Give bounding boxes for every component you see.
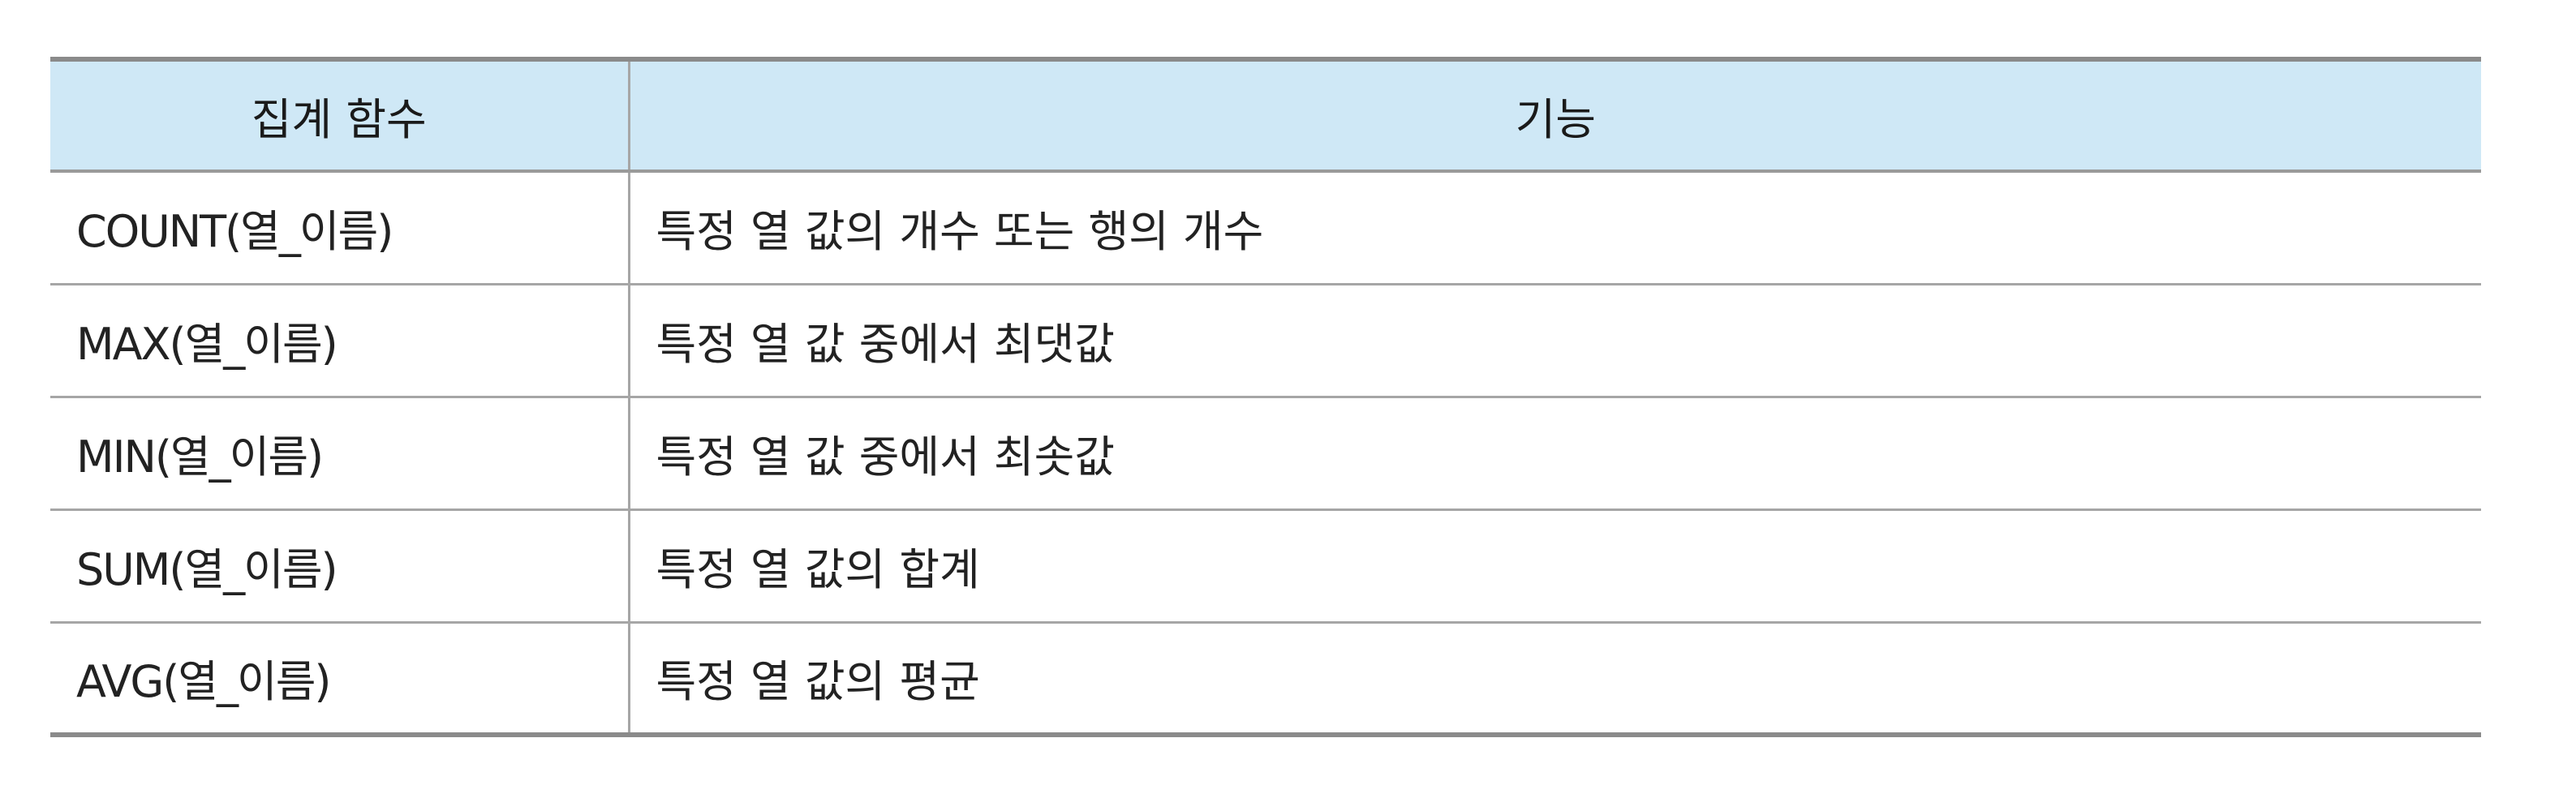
row-description-count: 특정 열 값의 개수 또는 행의 개수 [656,206,1264,258]
row-description-max: 특정 열 값 중에서 최댓값 [656,319,1115,370]
row-function-count: COUNT(열_이름) [50,171,630,284]
header-aggregate-function: 집계 함수 [50,59,630,171]
row-function-min: MIN(열_이름) [50,397,630,509]
table-row: SUM(열_이름) 특정 열 값의 합계 [50,509,2481,622]
aggregate-function-table-container: 집계 함수 기능 COUNT(열_이름) 특정 열 값의 개수 또는 행의 개수… [50,57,2481,737]
table-row: AVG(열_이름) 특정 열 값의 평균 [50,622,2481,735]
row-function-max: MAX(열_이름) [50,284,630,397]
row-description-sum: 특정 열 값의 합계 [656,544,980,595]
table-row: COUNT(열_이름) 특정 열 값의 개수 또는 행의 개수 [50,171,2481,284]
row-function-avg: AVG(열_이름) [50,622,630,735]
header-function-description: 기능 [1515,94,1596,145]
table-header-row: 집계 함수 기능 [50,59,2481,171]
row-description-avg: 특정 열 값의 평균 [656,656,980,708]
table-row: MIN(열_이름) 특정 열 값 중에서 최솟값 [50,397,2481,509]
table-row: MAX(열_이름) 특정 열 값 중에서 최댓값 [50,284,2481,397]
row-function-sum: SUM(열_이름) [50,509,630,622]
aggregate-function-table: 집계 함수 기능 COUNT(열_이름) 특정 열 값의 개수 또는 행의 개수… [50,57,2481,737]
row-description-min: 특정 열 값 중에서 최솟값 [656,431,1115,483]
